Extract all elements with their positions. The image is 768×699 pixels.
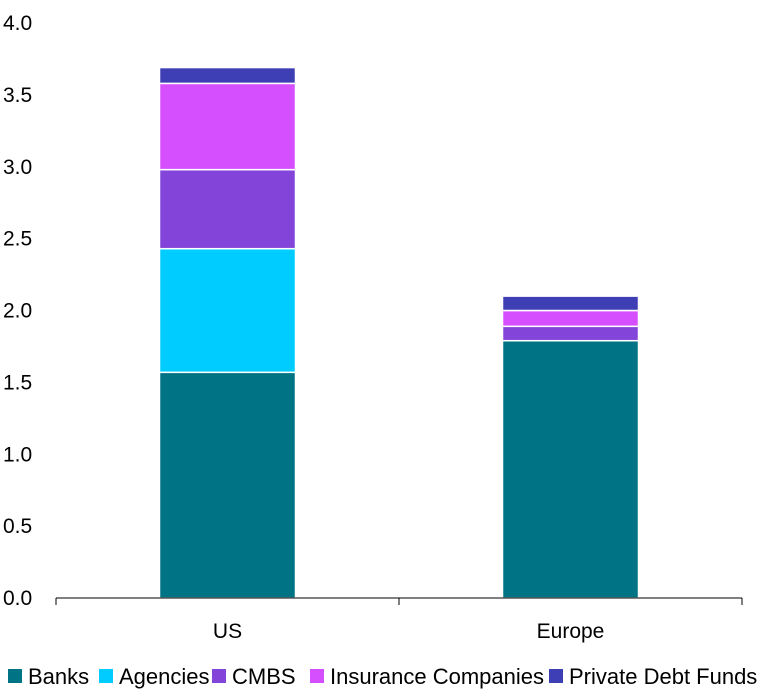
legend-item: Insurance Companies	[310, 664, 544, 689]
y-axis-ticks: 0.0 0.5 1.0 1.5 2.0 2.5 3.0 3.5 4.0	[3, 12, 32, 610]
y-tick-label: 3.5	[3, 84, 32, 107]
legend-label: Banks	[28, 664, 89, 689]
bars	[158, 66, 640, 599]
y-tick-label: 0.5	[3, 515, 32, 538]
legend-label: Agencies	[119, 664, 210, 689]
x-tick-label: Europe	[537, 620, 605, 643]
bar-europe-insurance-companies	[501, 309, 640, 328]
bar-us-banks	[158, 371, 297, 599]
bar-europe-cmbs	[501, 325, 640, 342]
bar-europe-private-debt-funds	[501, 295, 640, 312]
legend-item: CMBS	[212, 664, 296, 689]
bar-us-private-debt-funds	[158, 66, 297, 85]
bar-us-agencies	[158, 247, 297, 374]
legend-swatch	[310, 669, 324, 683]
bar-europe-banks	[501, 339, 640, 599]
legend-label: Private Debt Funds	[569, 664, 757, 689]
legend-swatch	[8, 669, 22, 683]
y-tick-label: 2.5	[3, 228, 32, 251]
legend-swatch	[549, 669, 563, 683]
legend-item: Agencies	[99, 664, 210, 689]
y-tick-label: 0.0	[3, 587, 32, 610]
legend-swatch	[212, 669, 226, 683]
legend-label: CMBS	[232, 664, 296, 689]
y-tick-label: 1.5	[3, 371, 32, 394]
y-tick-label: 2.0	[3, 300, 32, 323]
legend: Banks Agencies CMBS Insurance Companies Priv…	[8, 664, 757, 689]
y-tick-label: 1.0	[3, 443, 32, 466]
legend-item: Banks	[8, 664, 89, 689]
legend-label: Insurance Companies	[330, 664, 544, 689]
x-axis-ticks: US Europe	[55, 598, 743, 643]
legend-item: Private Debt Funds	[549, 664, 757, 689]
bar-us-insurance-companies	[158, 82, 297, 171]
y-tick-label: 3.0	[3, 156, 32, 179]
x-tick-label: US	[213, 620, 242, 643]
bar-us-cmbs	[158, 168, 297, 250]
y-tick-label: 4.0	[3, 12, 32, 35]
legend-swatch	[99, 669, 113, 683]
